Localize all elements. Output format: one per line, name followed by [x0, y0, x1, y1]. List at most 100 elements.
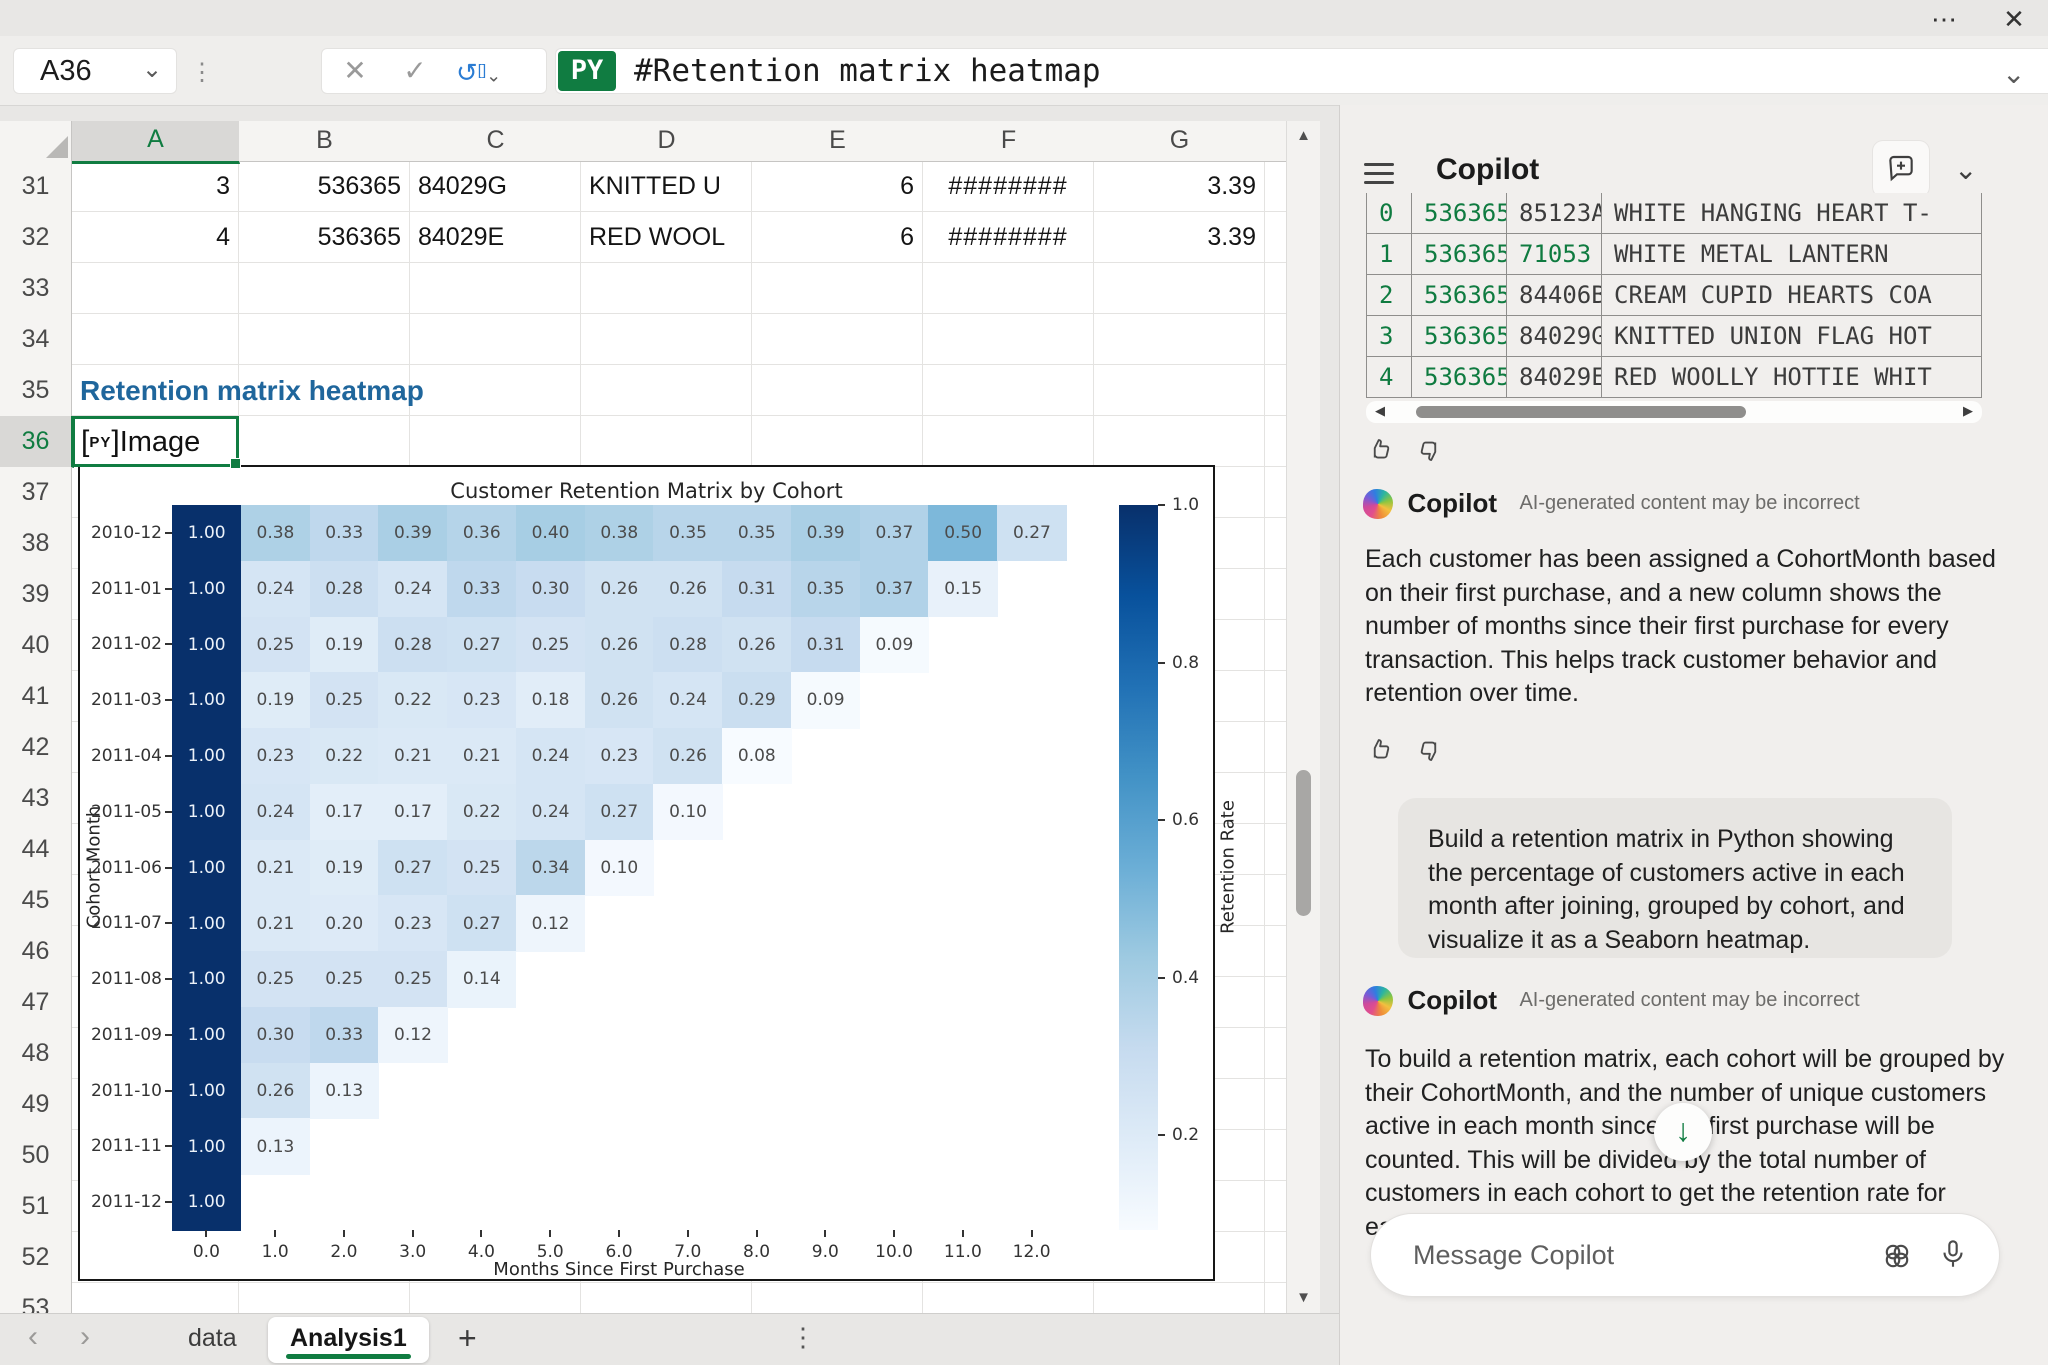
- formula-bar-expand-icon[interactable]: ⌄: [2002, 58, 2026, 89]
- grid-cell[interactable]: [752, 365, 923, 416]
- row-header-43[interactable]: 43: [0, 773, 72, 825]
- grid-cell[interactable]: [752, 314, 923, 365]
- scroll-up-icon[interactable]: ▲: [1296, 127, 1311, 144]
- row-header-34[interactable]: 34: [0, 314, 72, 366]
- grid-cell[interactable]: [581, 365, 752, 416]
- grid-cell[interactable]: [1265, 1028, 1286, 1079]
- row-header-50[interactable]: 50: [0, 1130, 72, 1182]
- grid-cell[interactable]: [1265, 1232, 1286, 1283]
- grid-cell[interactable]: [1265, 620, 1286, 671]
- selected-cell-a36[interactable]: [PY]Image: [72, 416, 241, 469]
- grid-cell[interactable]: [1265, 518, 1286, 569]
- grid-cell[interactable]: [410, 365, 581, 416]
- table-scroll-right-icon[interactable]: ▶: [1963, 403, 1973, 418]
- grid-cell[interactable]: [1265, 569, 1286, 620]
- grid-cell[interactable]: 6: [752, 161, 923, 212]
- grid-cell[interactable]: [410, 263, 581, 314]
- row-header-38[interactable]: 38: [0, 518, 72, 570]
- column-header-D[interactable]: D: [581, 121, 753, 162]
- grid-cell[interactable]: [581, 416, 752, 467]
- row-header-39[interactable]: 39: [0, 569, 72, 621]
- grid-cell[interactable]: [1265, 671, 1286, 722]
- add-sheet-button[interactable]: +: [458, 1320, 477, 1356]
- row-header-35[interactable]: 35: [0, 365, 72, 417]
- enter-check-icon[interactable]: ✓: [403, 55, 427, 86]
- grid-cell[interactable]: [923, 416, 1094, 467]
- name-box[interactable]: A36 ⌄: [14, 49, 176, 93]
- grid-cell[interactable]: 6: [752, 212, 923, 263]
- table-scrollbar-thumb[interactable]: [1416, 406, 1746, 418]
- cell-a35-heading[interactable]: Retention matrix heatmap: [80, 375, 424, 406]
- new-chat-button[interactable]: [1873, 141, 1929, 197]
- grid-cell[interactable]: 3: [72, 161, 239, 212]
- grid-cell[interactable]: [1265, 467, 1286, 518]
- scroll-down-icon[interactable]: ▼: [1296, 1289, 1311, 1306]
- name-box-chevron-icon[interactable]: ⌄: [142, 56, 163, 83]
- grid-cell[interactable]: [1094, 416, 1265, 467]
- table-scrollbar[interactable]: ◀ ▶: [1366, 401, 1982, 423]
- grid-cell[interactable]: 536365: [239, 161, 410, 212]
- row-header-40[interactable]: 40: [0, 620, 72, 672]
- row-header-36[interactable]: 36: [0, 416, 74, 468]
- grid-cell[interactable]: KNITTED U: [581, 161, 752, 212]
- grid-cell[interactable]: [1265, 1079, 1286, 1130]
- row-header-33[interactable]: 33: [0, 263, 72, 315]
- row-header-41[interactable]: 41: [0, 671, 72, 723]
- grid-cell[interactable]: 84029E: [410, 212, 581, 263]
- sheet-tab-data[interactable]: data: [188, 1324, 237, 1352]
- grid-cell[interactable]: ########: [923, 212, 1094, 263]
- grid-cell[interactable]: 536365: [239, 212, 410, 263]
- grid-cell[interactable]: [1265, 314, 1286, 365]
- column-header-F[interactable]: F: [923, 121, 1095, 162]
- scroll-to-bottom-button[interactable]: ↓: [1654, 1103, 1712, 1161]
- row-header-46[interactable]: 46: [0, 926, 72, 978]
- row-header-45[interactable]: 45: [0, 875, 72, 927]
- grid-cell[interactable]: ########: [923, 161, 1094, 212]
- row-header-51[interactable]: 51: [0, 1181, 72, 1233]
- sheet-prev-icon[interactable]: ‹: [28, 1320, 38, 1353]
- table-scroll-left-icon[interactable]: ◀: [1375, 403, 1385, 418]
- vertical-scrollbar[interactable]: ▲ ▼: [1286, 121, 1320, 1313]
- copilot-notebook-icon[interactable]: [1880, 1239, 1914, 1273]
- row-header-31[interactable]: 31: [0, 161, 72, 213]
- collapse-chevron-icon[interactable]: ⌄: [1954, 154, 1978, 185]
- grid-cell[interactable]: 3.39: [1094, 212, 1265, 263]
- row-header-48[interactable]: 48: [0, 1028, 72, 1080]
- grid-cell[interactable]: [1265, 263, 1286, 314]
- grid-cell[interactable]: [410, 416, 581, 467]
- grid-cell[interactable]: [1265, 926, 1286, 977]
- grid-cell[interactable]: [1265, 875, 1286, 926]
- column-header-A[interactable]: A: [72, 121, 240, 164]
- window-close-button[interactable]: ✕: [2003, 4, 2025, 34]
- grid-cell[interactable]: [1265, 161, 1286, 212]
- grid-cell[interactable]: [1265, 722, 1286, 773]
- grid-cell[interactable]: [923, 365, 1094, 416]
- grid-cell[interactable]: [752, 416, 923, 467]
- python-object-toggle-icon[interactable]: ↺[]⌄: [456, 57, 502, 88]
- tab-more-icon[interactable]: ⋮: [790, 1322, 816, 1352]
- grid-cell[interactable]: [1265, 1130, 1286, 1181]
- grid-cell[interactable]: [923, 314, 1094, 365]
- thumbs-down-icon[interactable]: [1414, 735, 1444, 765]
- row-header-37[interactable]: 37: [0, 467, 72, 519]
- sheet-tab-analysis1[interactable]: Analysis1: [268, 1317, 429, 1363]
- grid-cell[interactable]: [72, 365, 239, 416]
- fill-handle[interactable]: [230, 458, 241, 469]
- grid-cell[interactable]: [1265, 212, 1286, 263]
- grid-cell[interactable]: RED WOOL: [581, 212, 752, 263]
- thumbs-down-icon[interactable]: [1414, 435, 1444, 465]
- grid-cell[interactable]: [239, 416, 410, 467]
- row-header-52[interactable]: 52: [0, 1232, 72, 1284]
- thumbs-up-icon[interactable]: [1366, 435, 1396, 465]
- grid-cell[interactable]: [239, 365, 410, 416]
- grid-cell[interactable]: [1094, 314, 1265, 365]
- column-header-C[interactable]: C: [410, 121, 582, 162]
- grid-cell[interactable]: 4: [72, 212, 239, 263]
- grid-cell[interactable]: [1094, 365, 1265, 416]
- row-header-47[interactable]: 47: [0, 977, 72, 1029]
- column-header-B[interactable]: B: [239, 121, 411, 162]
- grid-cell[interactable]: [1265, 1181, 1286, 1232]
- column-header-E[interactable]: E: [752, 121, 924, 162]
- grid-cell[interactable]: [1094, 263, 1265, 314]
- vertical-scrollbar-thumb[interactable]: [1296, 770, 1311, 916]
